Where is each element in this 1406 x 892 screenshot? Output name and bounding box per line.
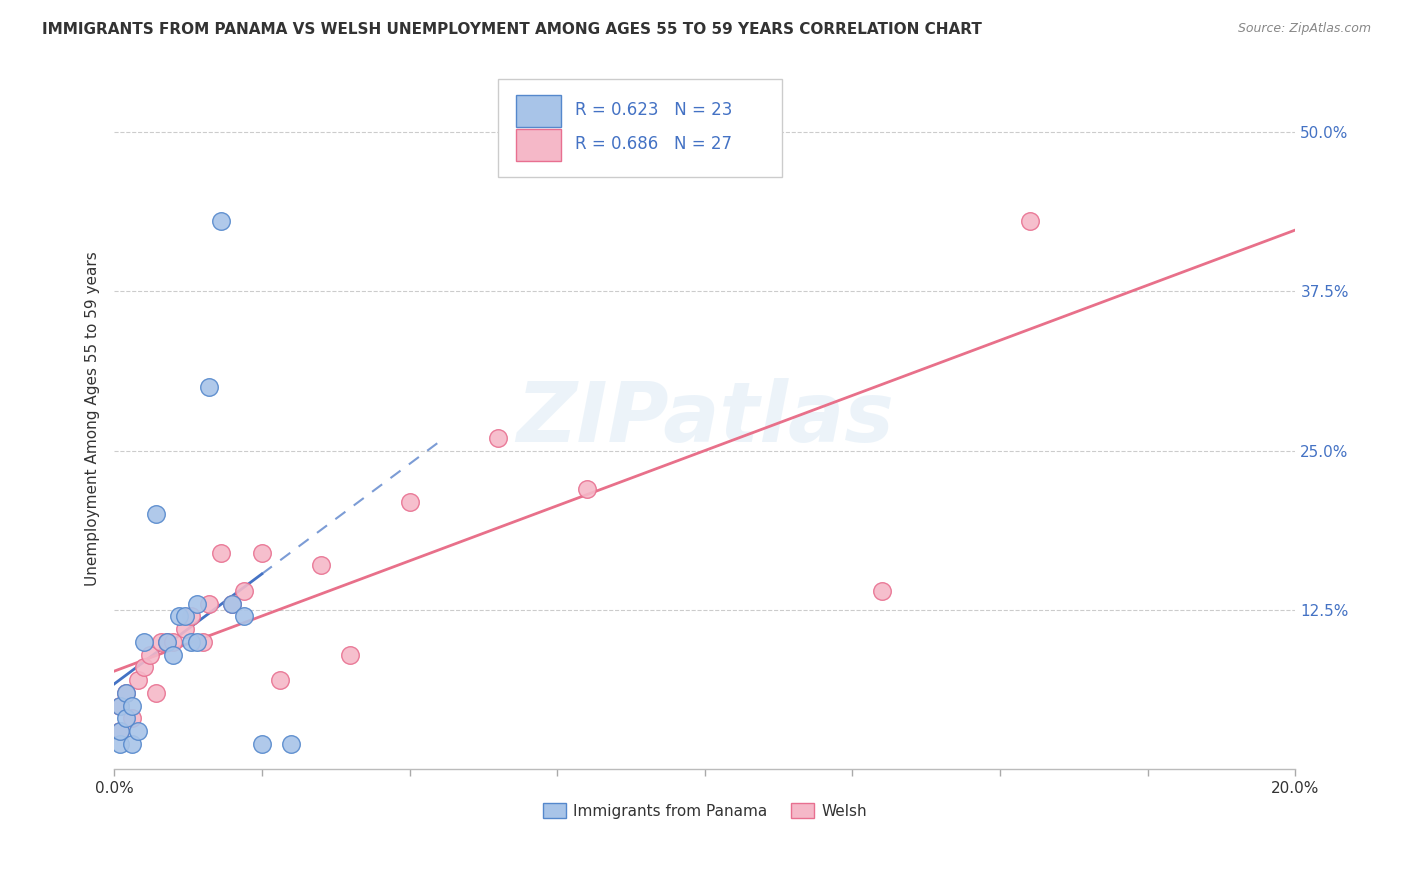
- Point: [138, 648, 160, 662]
- Point: [1018, 214, 1040, 228]
- Point: [209, 546, 232, 560]
- Point: [398, 494, 420, 508]
- Point: [127, 673, 149, 687]
- Point: [115, 711, 138, 725]
- Legend: Immigrants from Panama, Welsh: Immigrants from Panama, Welsh: [537, 797, 873, 825]
- Point: [233, 609, 256, 624]
- Text: IMMIGRANTS FROM PANAMA VS WELSH UNEMPLOYMENT AMONG AGES 55 TO 59 YEARS CORRELATI: IMMIGRANTS FROM PANAMA VS WELSH UNEMPLOY…: [42, 22, 981, 37]
- Point: [250, 546, 273, 560]
- Point: [269, 673, 291, 687]
- Point: [162, 648, 184, 662]
- Point: [186, 635, 208, 649]
- Point: [174, 609, 197, 624]
- Point: [115, 686, 138, 700]
- Point: [121, 737, 143, 751]
- Point: [191, 635, 214, 649]
- Point: [108, 698, 131, 713]
- Point: [197, 380, 219, 394]
- Point: [486, 431, 509, 445]
- Point: [186, 597, 208, 611]
- Point: [108, 698, 131, 713]
- FancyBboxPatch shape: [498, 79, 782, 178]
- Point: [339, 648, 361, 662]
- Point: [121, 711, 143, 725]
- FancyBboxPatch shape: [516, 129, 561, 161]
- Point: [280, 737, 302, 751]
- Point: [121, 698, 143, 713]
- Point: [156, 635, 179, 649]
- Point: [132, 635, 155, 649]
- Point: [180, 635, 202, 649]
- Point: [309, 558, 332, 573]
- Point: [167, 609, 190, 624]
- Point: [108, 724, 131, 739]
- Point: [115, 686, 138, 700]
- Point: [174, 622, 197, 636]
- Point: [575, 482, 598, 496]
- Text: Source: ZipAtlas.com: Source: ZipAtlas.com: [1237, 22, 1371, 36]
- Point: [127, 724, 149, 739]
- Point: [870, 583, 893, 598]
- Point: [156, 635, 179, 649]
- Point: [108, 724, 131, 739]
- Point: [150, 635, 173, 649]
- Point: [233, 583, 256, 598]
- Text: R = 0.686   N = 27: R = 0.686 N = 27: [575, 136, 733, 153]
- Point: [197, 597, 219, 611]
- Point: [209, 214, 232, 228]
- Point: [132, 660, 155, 674]
- Text: R = 0.623   N = 23: R = 0.623 N = 23: [575, 101, 733, 119]
- Point: [180, 609, 202, 624]
- Point: [221, 597, 243, 611]
- Text: ZIPatlas: ZIPatlas: [516, 378, 894, 459]
- Point: [221, 597, 243, 611]
- Point: [145, 686, 167, 700]
- Y-axis label: Unemployment Among Ages 55 to 59 years: Unemployment Among Ages 55 to 59 years: [86, 252, 100, 586]
- Point: [162, 635, 184, 649]
- FancyBboxPatch shape: [516, 95, 561, 127]
- Point: [108, 737, 131, 751]
- Point: [145, 508, 167, 522]
- Point: [250, 737, 273, 751]
